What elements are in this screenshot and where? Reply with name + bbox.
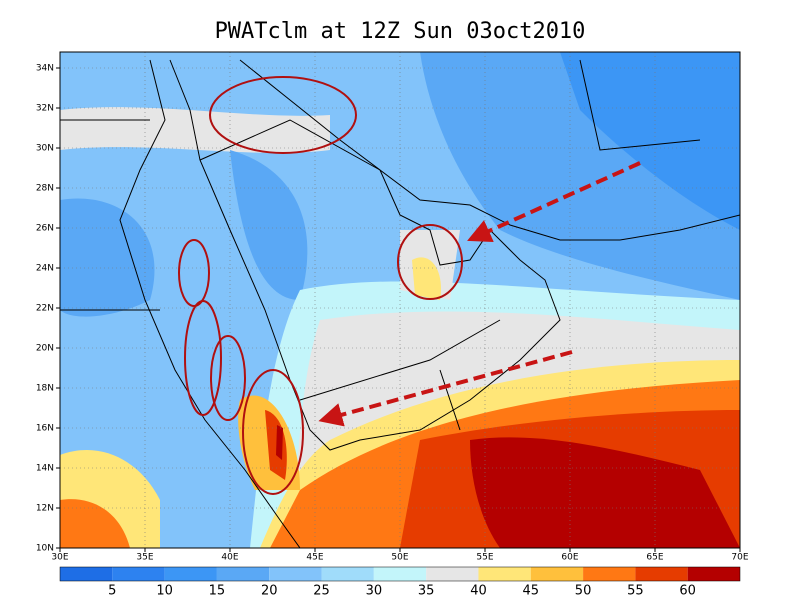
- colorbar-label: 5: [108, 584, 116, 599]
- lat-tick-label: 12N: [36, 504, 54, 514]
- lon-tick-label: 50E: [391, 553, 408, 563]
- dashed-arrow: [467, 161, 641, 243]
- colorbar-label: 30: [366, 584, 383, 599]
- colorbar-swatch: [530, 567, 584, 581]
- graticule: [60, 52, 740, 548]
- highlight-ellipse: [178, 239, 210, 307]
- field: [60, 52, 740, 548]
- lat-tick-label: 10N: [36, 544, 54, 554]
- lon-tick-label: 55E: [476, 553, 493, 563]
- colorbar-swatch: [216, 567, 270, 581]
- lat-tick-label: 30N: [36, 144, 54, 154]
- colorbar-swatch: [687, 567, 740, 581]
- coastline: [119, 59, 301, 548]
- border: [60, 59, 701, 431]
- colorbar-label: 60: [679, 584, 696, 599]
- colorbar-label: 45: [522, 584, 539, 599]
- coastline: [169, 59, 561, 451]
- lat-tick-label: 34N: [36, 64, 54, 74]
- axes: 10N 12N 14N 16N 18N 20N 22N 24N 26N 28N 30N 32N 34N 3…: [36, 64, 749, 563]
- colorbar-swatch: [164, 567, 217, 581]
- colorbar: 5 10 15 20 25 30 35 40 45 50 55 60: [59, 566, 741, 599]
- lat-tick-label: 22N: [36, 304, 54, 314]
- colorbar-swatch: [60, 567, 113, 581]
- coastline: [379, 169, 740, 241]
- colorbar-swatch: [112, 567, 165, 581]
- colorbar-label: 10: [156, 584, 173, 599]
- colorbar-swatch: [269, 567, 322, 581]
- lon-tick-label: 60E: [561, 553, 578, 563]
- colorbar-swatch: [635, 567, 688, 581]
- lon-tick-label: 45E: [306, 553, 323, 563]
- highlight-ellipse: [184, 300, 222, 416]
- colorbar-label: 20: [261, 584, 278, 599]
- colorbar-frame: [59, 566, 741, 582]
- highlight-ellipse: [242, 369, 304, 495]
- highlight-ellipse: [210, 335, 246, 421]
- colorbar-label: 15: [209, 584, 226, 599]
- map-title: PWATclm at 12Z Sun 03oct2010: [215, 19, 586, 44]
- colorbar-swatch: [583, 567, 636, 581]
- lat-tick-label: 24N: [36, 264, 54, 274]
- dashed-arrow: [318, 350, 573, 427]
- lon-tick-label: 65E: [646, 553, 663, 563]
- lat-tick-label: 28N: [36, 184, 54, 194]
- lat-tick-label: 26N: [36, 224, 54, 234]
- colorbar-label: 40: [470, 584, 487, 599]
- colorbar-swatch: [373, 567, 427, 581]
- annotations: [178, 76, 641, 495]
- lon-tick-label: 40E: [221, 553, 238, 563]
- lat-tick-label: 14N: [36, 464, 54, 474]
- lat-tick-label: 20N: [36, 344, 54, 354]
- colorbar-label: 25: [313, 584, 330, 599]
- highlight-ellipse: [209, 76, 357, 154]
- colorbar-label: 35: [418, 584, 435, 599]
- colorbar-swatch: [321, 567, 374, 581]
- lat-tick-label: 16N: [36, 424, 54, 434]
- highlight-ellipse: [397, 224, 463, 300]
- lon-tick-label: 35E: [136, 553, 153, 563]
- lon-tick-label: 30E: [51, 553, 68, 563]
- colorbar-label: 50: [575, 584, 592, 599]
- colorbar-label: 55: [627, 584, 644, 599]
- lat-tick-label: 32N: [36, 104, 54, 114]
- lon-tick-label: 70E: [731, 553, 748, 563]
- lat-tick-label: 18N: [36, 384, 54, 394]
- colorbar-swatch: [478, 567, 531, 581]
- colorbar-swatch: [426, 567, 479, 581]
